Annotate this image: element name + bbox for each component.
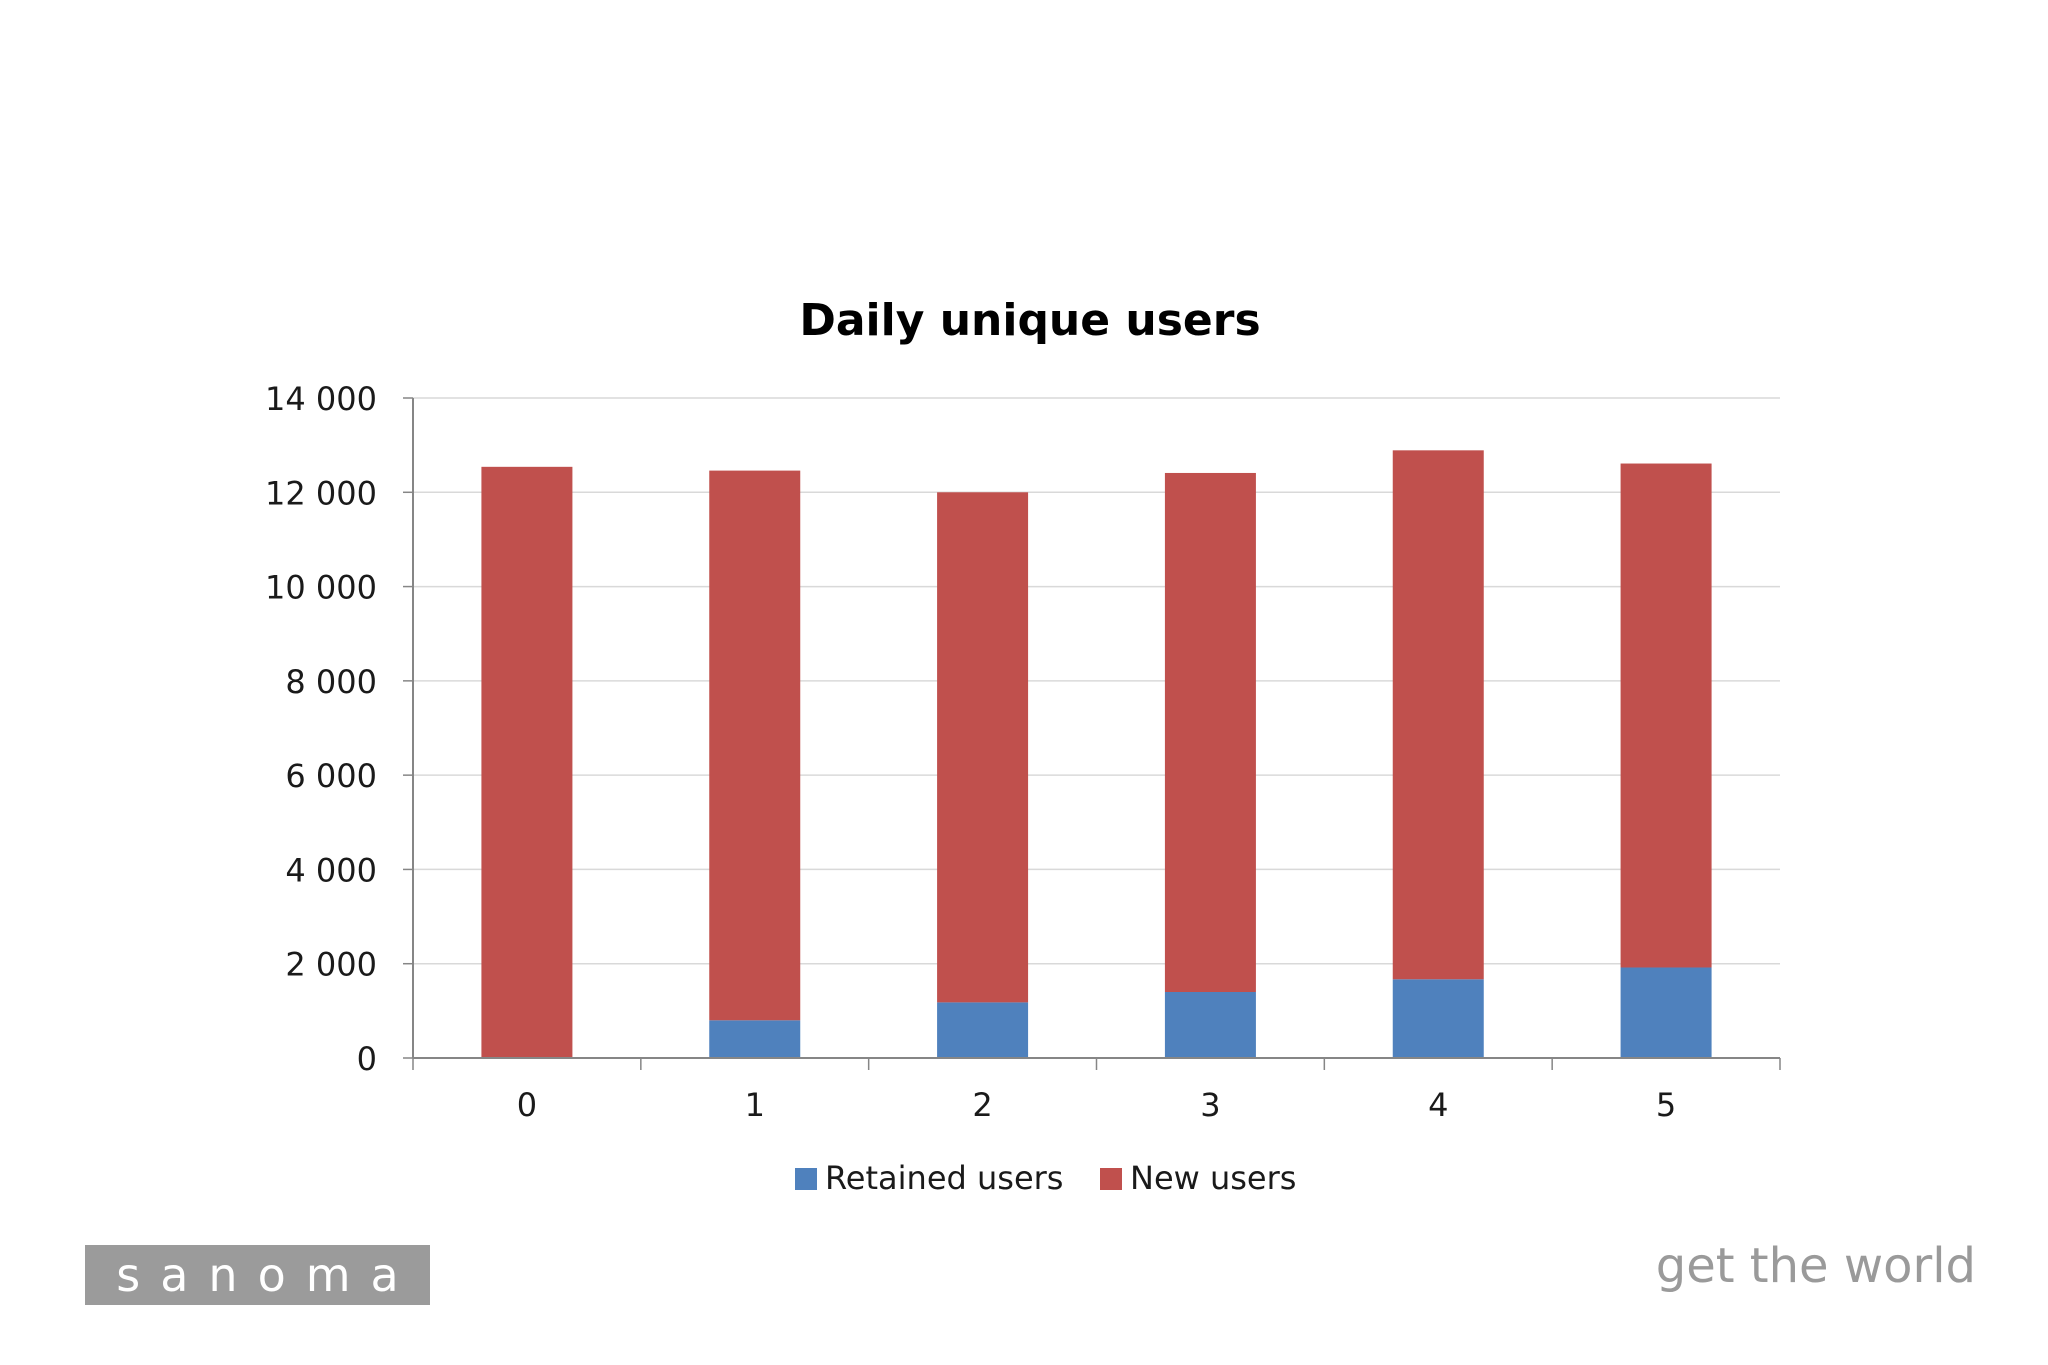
- axes: 0 2 000 4 000 6 000 8 000 10 000 12 000 14 000 0…: [265, 380, 1781, 1124]
- bar-new-1: [709, 470, 801, 1021]
- bar-new-5: [1620, 463, 1712, 968]
- y-tick-label-2: 4 000: [285, 851, 377, 889]
- bar-retained-5: [1620, 967, 1712, 1058]
- bar-retained-4: [1392, 979, 1484, 1058]
- bar-new-3: [1164, 472, 1256, 992]
- x-tick-label-5: 5: [1656, 1086, 1676, 1124]
- legend: Retained users New users: [795, 1159, 1296, 1197]
- bar-retained-1: [709, 1020, 801, 1058]
- bar-new-4: [1392, 450, 1484, 980]
- sanoma-logo: sanoma: [85, 1245, 430, 1305]
- legend-label-new: New users: [1130, 1159, 1296, 1197]
- legend-label-retained: Retained users: [825, 1159, 1063, 1197]
- x-tick-label-1: 1: [745, 1086, 765, 1124]
- x-tick-label-0: 0: [517, 1086, 537, 1124]
- y-tick-label-1: 2 000: [285, 946, 377, 984]
- tagline: get the world: [1655, 1238, 1976, 1294]
- chart-title: Daily unique users: [799, 295, 1260, 346]
- bar-retained-2: [937, 1002, 1029, 1058]
- x-tick-label-4: 4: [1428, 1086, 1448, 1124]
- y-tick-label-0: 0: [357, 1040, 377, 1078]
- y-tick-label-7: 14 000: [265, 380, 377, 418]
- bar-new-0: [481, 466, 573, 1058]
- logo-text: sanoma: [116, 1248, 419, 1302]
- legend-swatch-retained: [795, 1168, 817, 1190]
- gridlines: [413, 397, 1780, 965]
- y-tick-label-5: 10 000: [265, 569, 377, 607]
- bar-new-2: [937, 492, 1029, 1003]
- bars: [481, 450, 1712, 1058]
- x-tick-label-3: 3: [1200, 1086, 1220, 1124]
- legend-swatch-new: [1100, 1168, 1122, 1190]
- bar-retained-3: [1164, 992, 1256, 1058]
- x-tick-label-2: 2: [972, 1086, 992, 1124]
- y-tick-label-3: 6 000: [285, 757, 377, 795]
- y-tick-label-4: 8 000: [285, 663, 377, 701]
- y-tick-label-6: 12 000: [265, 474, 377, 512]
